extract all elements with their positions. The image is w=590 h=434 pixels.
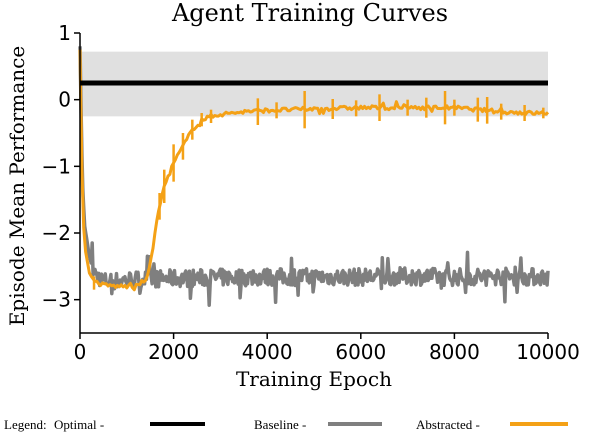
series-line-baseline bbox=[78, 46, 550, 307]
series-line-abstracted bbox=[78, 49, 550, 292]
x-tick-label: 0 bbox=[74, 340, 87, 364]
legend-intro: Legend: bbox=[4, 417, 47, 432]
legend-label-optimal: Optimal - bbox=[54, 417, 104, 432]
y-tick-label: −3 bbox=[42, 288, 71, 312]
abstracted-error-bars bbox=[92, 91, 545, 290]
y-tick-label: 0 bbox=[58, 88, 71, 112]
axes: 1 0 −1 −2 −3 0 2000 4000 6000 8000 10000 bbox=[42, 21, 580, 364]
x-tick-label: 4000 bbox=[242, 340, 293, 364]
legend-label-abstracted: Abstracted - bbox=[416, 417, 480, 432]
x-tick-label: 10000 bbox=[516, 340, 580, 364]
chart-title: Agent Training Curves bbox=[171, 0, 448, 27]
x-axis-label: Training Epoch bbox=[236, 367, 392, 391]
legend-label-baseline: Baseline - bbox=[254, 417, 306, 432]
x-tick-label: 8000 bbox=[429, 340, 480, 364]
y-tick-label: −1 bbox=[42, 154, 71, 178]
baseline-series bbox=[78, 46, 550, 307]
y-axis-label: Episode Mean Performance bbox=[5, 46, 29, 326]
y-tick-label: −2 bbox=[42, 221, 71, 245]
x-tick-label: 2000 bbox=[148, 340, 199, 364]
legend: Legend: Optimal - Baseline - Abstracted … bbox=[4, 417, 568, 432]
x-tick-label: 6000 bbox=[335, 340, 386, 364]
y-tick-label: 1 bbox=[58, 21, 71, 45]
abstracted-series bbox=[78, 49, 550, 292]
